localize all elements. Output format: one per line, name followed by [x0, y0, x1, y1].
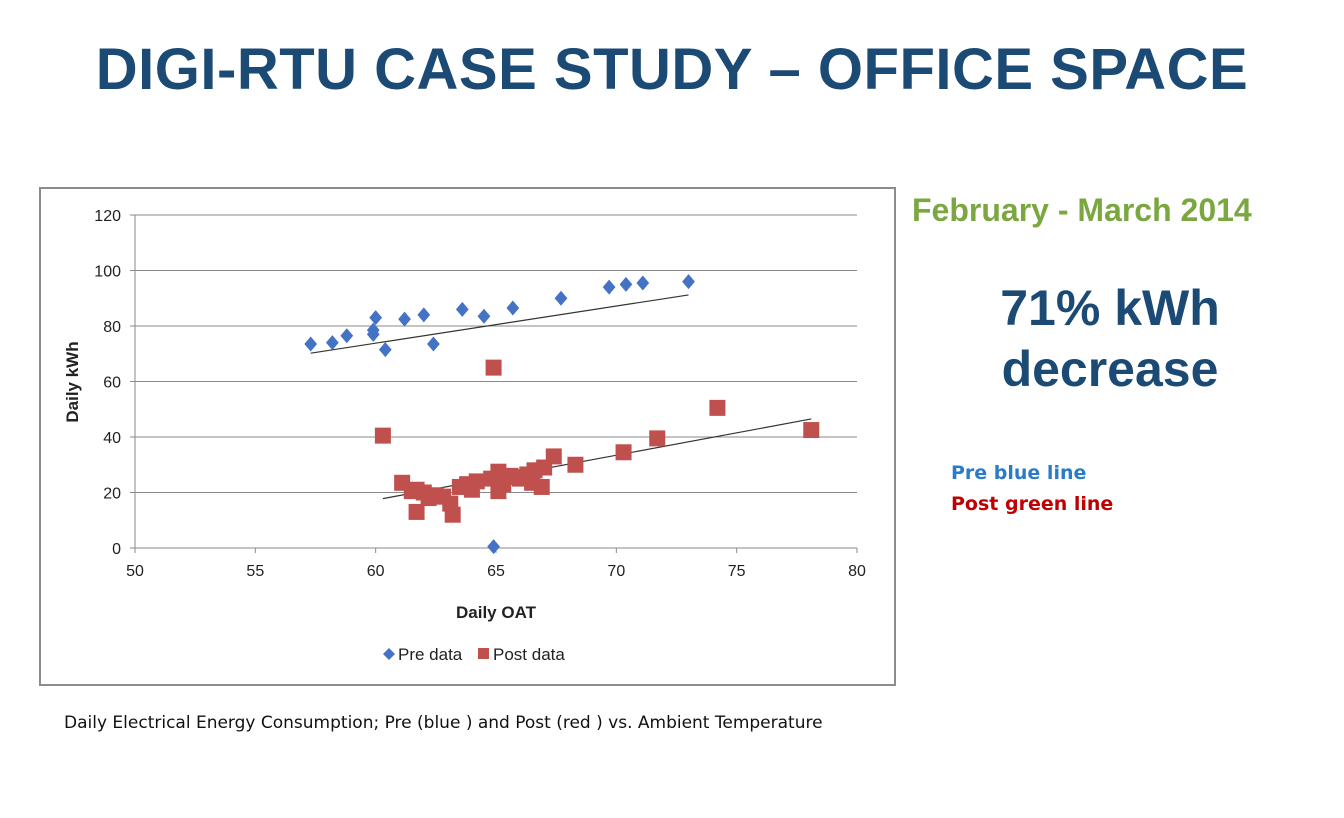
legend-pre-marker: [383, 648, 395, 660]
chart-legend: Pre data Post data: [383, 645, 565, 664]
savings-headline-line2: decrease: [1001, 341, 1219, 397]
post-data-point: [567, 456, 584, 473]
pre-data-point: [506, 300, 520, 316]
savings-headline-line1: 71% kWh: [1000, 280, 1220, 336]
pre-data-point: [477, 308, 491, 324]
y-tick-label: 40: [103, 430, 121, 447]
pre-data-point: [554, 290, 568, 306]
pre-data-point: [417, 307, 431, 323]
pre-data-point: [398, 311, 411, 327]
pre-data-point: [427, 336, 440, 352]
y-tick-label: 120: [94, 208, 121, 225]
pre-data-point: [304, 336, 318, 352]
y-tick-label: 60: [103, 375, 121, 392]
pre-data-point: [636, 275, 650, 291]
slide-title: DIGI-RTU CASE STUDY – OFFICE SPACE: [95, 37, 1249, 102]
post-trendline: [382, 418, 812, 500]
post-data-point: [803, 422, 820, 439]
legend-pre-label: Pre data: [398, 645, 463, 664]
y-tick-label: 80: [103, 319, 121, 336]
post-data-point: [408, 503, 425, 520]
x-tick-label: 65: [487, 563, 505, 580]
x-tick-label: 75: [728, 563, 746, 580]
post-line-note: Post green line: [951, 493, 1114, 515]
pre-trendline: [310, 294, 689, 354]
post-data-point: [615, 444, 632, 461]
gridlines: [135, 214, 857, 493]
x-tick-label: 80: [848, 563, 866, 580]
post-data-point: [483, 470, 500, 487]
post-data-point: [490, 483, 507, 500]
post-data-point: [444, 506, 461, 523]
x-tick-label: 50: [126, 563, 144, 580]
y-axis-title: Daily kWh: [63, 341, 82, 422]
pre-data-point: [325, 335, 339, 351]
chart-frame: 0 20 40 60 80 100 120 50 55 60 65 70 75 80 Daily OAT …: [39, 187, 896, 686]
pre-data-point: [366, 322, 380, 338]
pre-data-point: [455, 301, 469, 317]
figure-caption: Daily Electrical Energy Consumption; Pre…: [64, 713, 823, 733]
y-tick-label: 20: [103, 486, 121, 503]
post-data-point: [451, 478, 468, 495]
pre-data-point: [682, 274, 695, 290]
post-data-point: [485, 359, 502, 376]
pre-data-point: [487, 539, 500, 555]
post-data-point: [649, 430, 666, 447]
post-data-point: [524, 474, 541, 491]
x-tick-label: 60: [367, 563, 385, 580]
pre-data-point: [369, 310, 383, 326]
data-points: [304, 274, 820, 555]
x-tick-label: 70: [607, 563, 625, 580]
legend-post-marker: [478, 648, 489, 659]
axes: 0 20 40 60 80 100 120 50 55 60 65 70 75 80: [94, 208, 866, 580]
date-range-label: February - March 2014: [912, 192, 1252, 228]
post-data-point: [709, 399, 726, 416]
pre-data-point: [340, 328, 354, 344]
x-axis-title: Daily OAT: [456, 603, 537, 622]
y-tick-label: 100: [94, 264, 121, 281]
pre-line-note: Pre blue line: [951, 462, 1087, 484]
pre-data-point: [378, 342, 392, 358]
post-data-point: [374, 427, 391, 444]
legend-post-label: Post data: [493, 645, 565, 664]
post-data-point: [394, 474, 411, 491]
x-tick-label: 55: [246, 563, 264, 580]
pre-data-point: [619, 276, 633, 292]
trendlines: [310, 294, 812, 500]
pre-data-point: [602, 279, 616, 295]
post-data-point: [504, 469, 521, 486]
y-tick-label: 0: [112, 541, 121, 558]
savings-headline: 71% kWh decrease: [960, 278, 1260, 400]
